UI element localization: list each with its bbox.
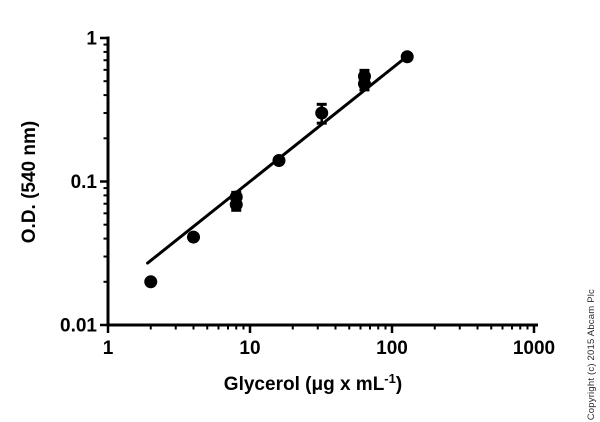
data-point [357, 77, 371, 91]
copyright-text: Copyright (c) 2015 Abcam Plc [586, 288, 597, 420]
data-point [272, 154, 286, 168]
y-tick-label: 0.01 [60, 316, 97, 337]
x-axis-title-superscript: -1 [384, 371, 396, 386]
x-tick-label: 1 [103, 338, 114, 359]
y-tick-label: 1 [86, 29, 97, 50]
y-axis-title: O.D. (540 nm) [19, 120, 40, 244]
x-tick-label: 10 [239, 338, 260, 359]
x-tick-label: 100 [376, 338, 408, 359]
x-axis-title-close: ) [395, 374, 403, 395]
data-point [144, 275, 158, 289]
data-point [400, 50, 414, 64]
data-point [229, 198, 243, 212]
x-tick-label: 1000 [513, 338, 555, 359]
data-point [315, 106, 329, 120]
data-point [186, 230, 200, 244]
x-axis-title-main: Glycerol (μg x mL [223, 374, 385, 395]
x-axis-title: Glycerol (μg x mL-1) [223, 371, 403, 396]
y-tick-label: 0.1 [71, 172, 98, 193]
